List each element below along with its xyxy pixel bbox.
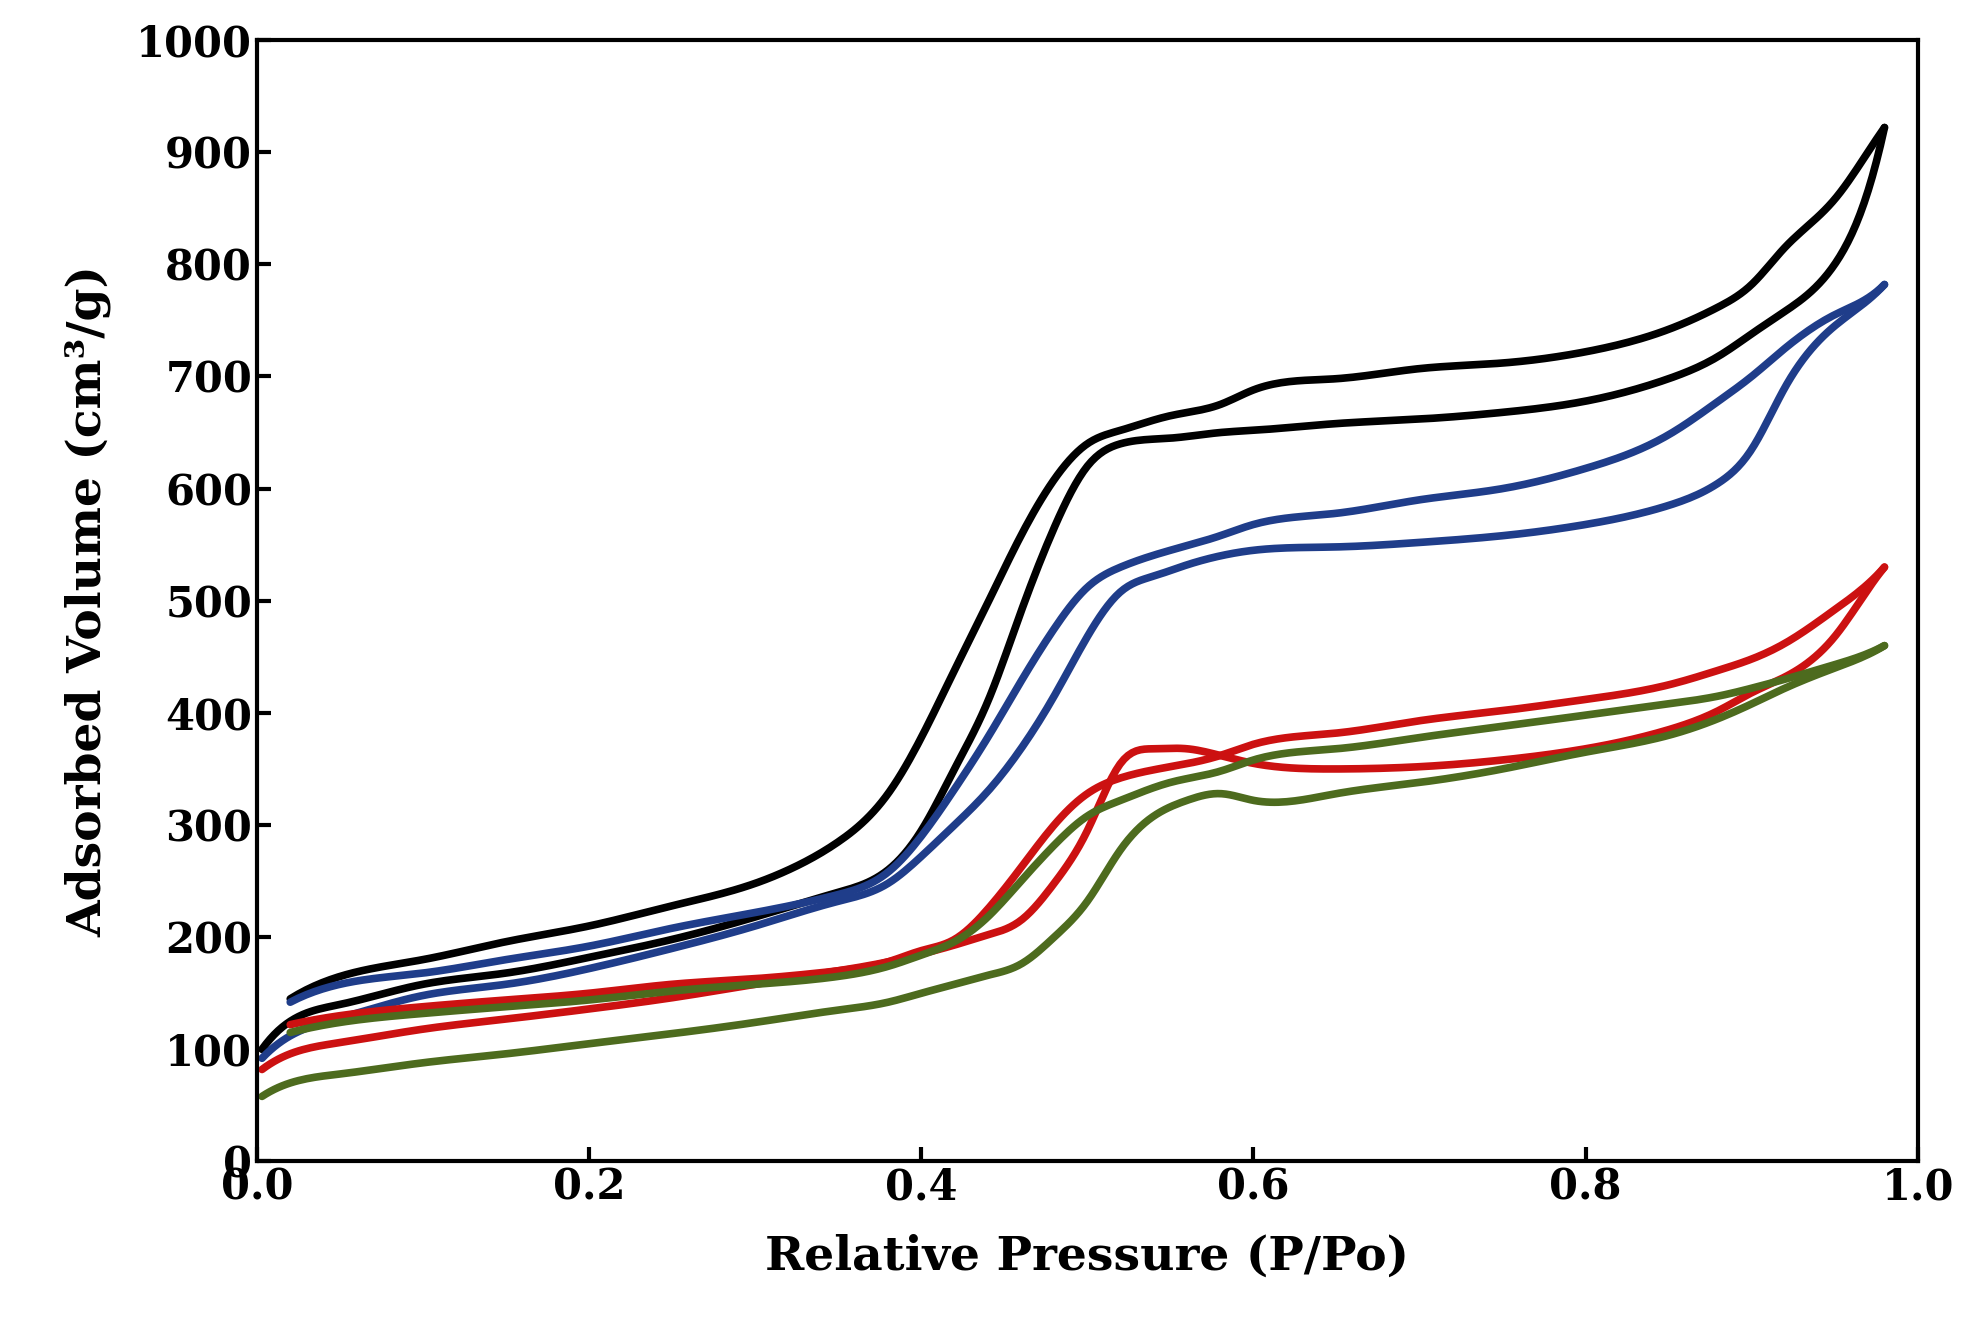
Y-axis label: Adsorbed Volume (cm³/g): Adsorbed Volume (cm³/g) [65, 264, 111, 937]
X-axis label: Relative Pressure (P/Po): Relative Pressure (P/Po) [765, 1234, 1410, 1279]
